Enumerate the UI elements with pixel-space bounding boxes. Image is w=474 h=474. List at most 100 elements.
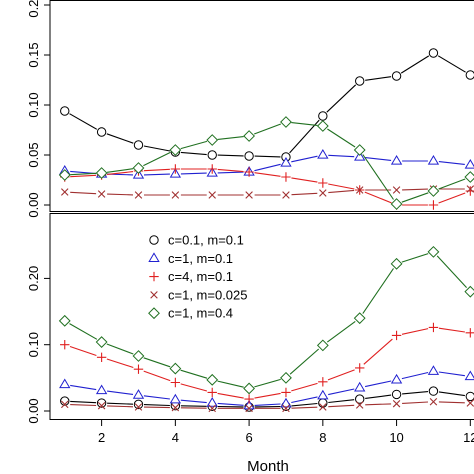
data-point — [95, 167, 108, 179]
x-tick-label: 4 — [172, 430, 179, 445]
data-point — [245, 191, 253, 199]
data-point — [355, 394, 365, 404]
data-point — [280, 397, 292, 408]
data-point — [58, 314, 71, 327]
data-point — [464, 159, 474, 169]
series-triangle — [59, 365, 474, 410]
data-point — [465, 186, 474, 196]
data-point — [428, 48, 439, 58]
data-point — [97, 190, 106, 198]
data-point — [60, 396, 70, 406]
series-plus — [60, 322, 474, 404]
y-tick-label: 0.00 — [26, 398, 41, 423]
data-point — [132, 389, 145, 399]
data-point — [318, 377, 328, 387]
data-point — [206, 373, 219, 386]
data-point — [391, 330, 402, 341]
legend-entry: c=4, m=0.1 — [168, 269, 233, 284]
legend: c=0.1, m=0.1 c=1, m=0.1 c=4, m=0.1 c=1, m=0… — [148, 233, 248, 321]
plot-frame — [49, 0, 474, 212]
series-line — [70, 401, 465, 409]
data-point — [280, 157, 292, 167]
data-point — [464, 370, 474, 381]
data-point — [427, 245, 440, 258]
data-point — [206, 397, 218, 407]
legend-marker — [150, 291, 158, 299]
data-point — [208, 191, 216, 199]
data-point — [429, 397, 438, 406]
data-point — [60, 400, 69, 409]
data-point — [464, 285, 474, 298]
y-tick-label: 0.15 — [26, 42, 41, 67]
series-line — [70, 391, 465, 408]
data-point — [134, 191, 143, 199]
y-tick-label: 0.00 — [26, 192, 41, 217]
data-point — [244, 394, 254, 404]
data-point — [392, 186, 401, 194]
data-point — [390, 257, 403, 270]
data-point — [244, 151, 254, 161]
data-point — [391, 389, 402, 400]
data-point — [427, 155, 440, 165]
data-point — [280, 116, 292, 128]
data-point — [207, 150, 217, 160]
data-point — [243, 130, 256, 142]
data-point — [318, 178, 328, 188]
legend-marker — [149, 271, 159, 282]
legend-marker — [148, 252, 160, 262]
data-point — [466, 185, 474, 193]
data-point — [317, 389, 329, 400]
series-circle — [60, 386, 474, 412]
x-tick-label: 2 — [98, 430, 105, 445]
data-point — [169, 144, 182, 156]
data-point — [390, 373, 403, 384]
series-line — [69, 55, 466, 158]
data-point — [282, 191, 290, 199]
legend-marker — [148, 307, 160, 320]
data-point — [243, 382, 256, 395]
data-point — [318, 111, 328, 121]
series-line — [70, 371, 465, 406]
data-point — [317, 149, 329, 159]
data-point — [133, 364, 144, 374]
x-tick-label: 12 — [463, 430, 474, 445]
series-line — [69, 253, 468, 388]
data-point — [60, 340, 70, 350]
data-point — [353, 144, 366, 156]
plot-area — [58, 245, 474, 413]
data-point — [132, 350, 145, 362]
data-point — [96, 352, 107, 362]
x-axis-label: Month — [247, 458, 289, 474]
y-tick-label: 0.10 — [26, 332, 41, 357]
y-tick-label: 0.20 — [26, 266, 41, 291]
data-point — [171, 403, 180, 412]
data-point — [207, 387, 217, 398]
series-cross — [60, 185, 474, 199]
data-point — [59, 378, 71, 389]
legend-entry: c=1, m=0.025 — [168, 287, 248, 302]
data-point — [465, 328, 474, 338]
data-point — [206, 134, 219, 146]
x-tick-label: 6 — [245, 430, 252, 445]
data-point — [245, 404, 253, 413]
data-point — [390, 155, 403, 165]
y-tick-label: 0.05 — [26, 142, 41, 167]
data-point — [465, 391, 474, 402]
data-point — [355, 401, 364, 409]
data-point — [282, 404, 290, 413]
data-point — [281, 387, 291, 398]
data-point — [428, 386, 439, 396]
legend-entry: c=0.1, m=0.1 — [168, 233, 244, 248]
data-point — [95, 384, 108, 395]
data-point — [60, 106, 70, 116]
data-point — [466, 399, 474, 407]
data-point — [97, 401, 106, 410]
panel-bottom: 0.00 0.10 0.20 2 4 6 8 10 12 Month c=0.1, m=0.1 c=1… — [26, 213, 474, 474]
data-point — [392, 399, 401, 408]
data-point — [96, 398, 107, 408]
y-tick-label: 0.20 — [26, 0, 41, 18]
data-point — [281, 172, 291, 182]
data-point — [316, 120, 329, 132]
x-tick-label: 8 — [319, 430, 326, 445]
